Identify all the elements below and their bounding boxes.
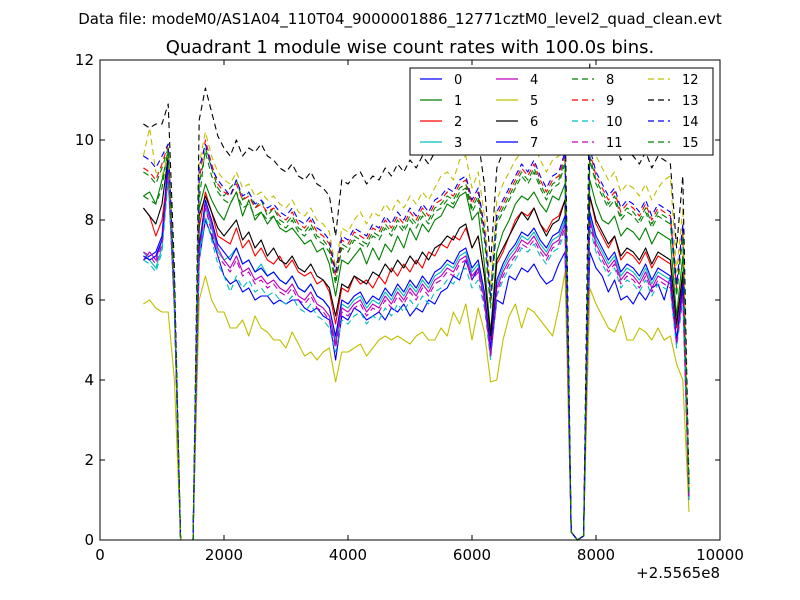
series-line-12 bbox=[142, 127, 690, 541]
figure-suptitle: Data file: modeM0/AS1A04_110T04_90000018… bbox=[78, 10, 722, 29]
legend-label-1: 1 bbox=[454, 94, 462, 109]
y-tick-label: 6 bbox=[84, 291, 94, 309]
legend-label-7: 7 bbox=[530, 136, 538, 151]
series-line-4 bbox=[142, 167, 690, 541]
legend-label-4: 4 bbox=[530, 73, 538, 88]
series-line-1 bbox=[143, 151, 690, 541]
legend-frame bbox=[409, 67, 714, 156]
legend-label-0: 0 bbox=[454, 73, 462, 88]
y-tick-label: 0 bbox=[84, 531, 94, 549]
legend-label-13: 13 bbox=[682, 94, 699, 109]
y-tick-label: 8 bbox=[84, 211, 94, 229]
x-tick-label: 8000 bbox=[577, 546, 615, 564]
chart-title: Quadrant 1 module wise count rates with … bbox=[166, 37, 655, 58]
x-tick-label: 0 bbox=[95, 546, 105, 564]
x-tick-label: 2000 bbox=[205, 546, 243, 564]
series-line-6 bbox=[142, 155, 690, 541]
y-tick-label: 4 bbox=[84, 371, 94, 389]
legend-label-12: 12 bbox=[682, 73, 699, 88]
legend-label-2: 2 bbox=[454, 115, 462, 130]
legend-label-10: 10 bbox=[606, 115, 623, 130]
x-tick-label: 10000 bbox=[696, 546, 744, 564]
series-line-14 bbox=[143, 143, 690, 541]
series-line-3 bbox=[142, 175, 690, 541]
series-line-9 bbox=[143, 139, 690, 541]
x-tick-label: 4000 bbox=[329, 546, 367, 564]
legend-label-6: 6 bbox=[530, 115, 538, 130]
legend-label-5: 5 bbox=[530, 94, 538, 109]
x-axis-offset-label: +2.5565e8 bbox=[636, 564, 720, 582]
y-tick-label: 12 bbox=[75, 51, 94, 69]
legend-label-9: 9 bbox=[606, 94, 614, 109]
y-tick-label: 10 bbox=[75, 131, 94, 149]
series-line-10 bbox=[143, 179, 690, 541]
legend-label-11: 11 bbox=[606, 136, 623, 151]
series-line-2 bbox=[142, 171, 690, 541]
series-line-8 bbox=[143, 147, 690, 541]
legend-label-15: 15 bbox=[682, 136, 699, 151]
x-tick-label: 6000 bbox=[453, 546, 491, 564]
series-line-5 bbox=[143, 271, 690, 541]
series-layer bbox=[142, 63, 690, 541]
legend-label-3: 3 bbox=[454, 136, 462, 151]
series-line-7 bbox=[143, 163, 690, 541]
series-line-11 bbox=[143, 171, 690, 541]
legend-label-14: 14 bbox=[682, 115, 699, 130]
legend-label-8: 8 bbox=[606, 73, 614, 88]
y-tick-label: 2 bbox=[84, 451, 94, 469]
series-line-15 bbox=[143, 147, 690, 541]
